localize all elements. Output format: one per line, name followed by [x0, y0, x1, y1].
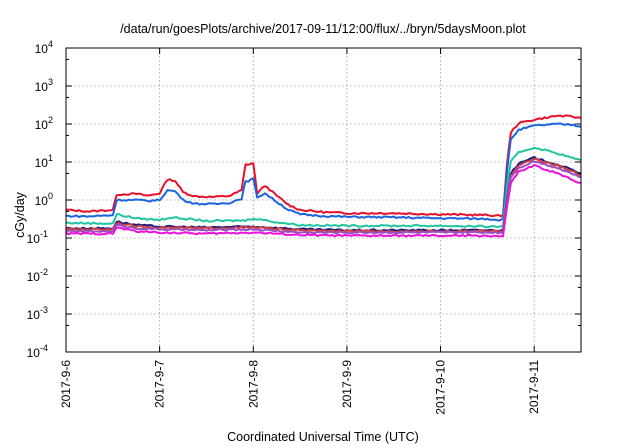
- series-line: [65, 114, 582, 218]
- x-tick-label: 2017-9-11: [527, 360, 541, 414]
- x-tick-label: 2017-9-10: [434, 360, 448, 415]
- x-tick-label: 2017-9-9: [340, 360, 354, 408]
- y-tick-label: 104: [35, 39, 53, 56]
- series-line: [65, 122, 582, 222]
- series-line: [65, 164, 582, 238]
- x-axis-label: Coordinated Universal Time (UTC): [227, 430, 419, 444]
- x-tick-label: 2017-9-7: [153, 360, 167, 408]
- ticks: [65, 47, 581, 353]
- x-tick-label: 2017-9-8: [246, 360, 260, 408]
- y-tick-label: 101: [35, 153, 53, 170]
- y-tick-labels: 10-4 10-3 10-2 10-1 100 101 102 103 104: [27, 39, 53, 360]
- y-tick-label: 10-3: [27, 305, 48, 322]
- y-tick-label: 10-4: [27, 343, 48, 360]
- chart-title: /data/run/goesPlots/archive/2017-09-11/1…: [120, 22, 526, 36]
- y-tick-label: 10-2: [27, 267, 48, 284]
- series-group: [65, 114, 582, 238]
- y-axis-label: cGy/day: [13, 191, 27, 238]
- series-line: [65, 160, 582, 235]
- x-tick-labels: 2017-9-6 2017-9-7 2017-9-8 2017-9-9 2017-9-1…: [59, 360, 541, 415]
- y-tick-label: 103: [35, 77, 53, 94]
- series-line: [65, 157, 582, 234]
- y-tick-label: 100: [35, 191, 53, 208]
- y-tick-label: 10-1: [27, 229, 48, 246]
- x-tick-label: 2017-9-6: [59, 360, 73, 408]
- grid: [66, 48, 581, 352]
- series-line: [65, 146, 582, 229]
- y-tick-label: 102: [35, 115, 53, 132]
